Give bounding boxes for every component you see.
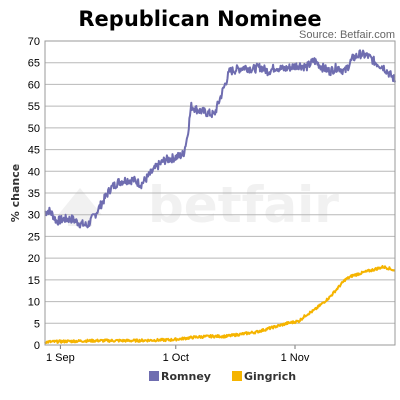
legend-label-romney: Romney [161,370,211,383]
grid [45,62,395,324]
y-tick-label: 70 [28,36,40,48]
chart-source: Source: Betfair.com [299,29,395,41]
watermark: betfair [58,176,339,234]
y-tick-label: 45 [28,145,40,157]
chart-title: Republican Nominee [78,7,321,31]
y-tick-label: 60 [28,79,40,91]
series [44,49,396,345]
legend-swatch-romney [149,371,159,381]
y-tick-label: 35 [28,188,40,200]
series-line-romney [44,49,396,229]
y-tick-label: 55 [28,101,40,113]
y-axis-label: % chance [9,164,22,222]
y-tick-label: 5 [34,318,40,330]
watermark-text: betfair [148,176,339,234]
x-tick-label: 1 Sep [46,352,75,364]
y-axis: 0 5 10 15 20 25 30 35 40 45 50 55 60 65 70 [28,36,40,352]
legend-label-gingrich: Gingrich [244,370,296,383]
y-tick-label: 10 [28,297,40,309]
legend-swatch-gingrich [232,371,242,381]
y-tick-label: 65 [28,58,40,70]
y-tick-label: 20 [28,253,40,265]
x-tick-label: 1 Oct [163,352,189,364]
x-axis: 1 Sep 1 Oct 1 Nov [46,345,310,364]
y-tick-label: 0 [34,340,40,352]
y-tick-label: 15 [28,275,40,287]
plot-frame [44,40,396,346]
y-tick-label: 50 [28,123,40,135]
legend: Romney Gingrich [149,370,296,383]
x-tick-label: 1 Nov [281,352,310,364]
y-tick-label: 40 [28,166,40,178]
y-tick-label: 25 [28,231,40,243]
series-line-gingrich [44,265,396,345]
y-tick-label: 30 [28,210,40,222]
